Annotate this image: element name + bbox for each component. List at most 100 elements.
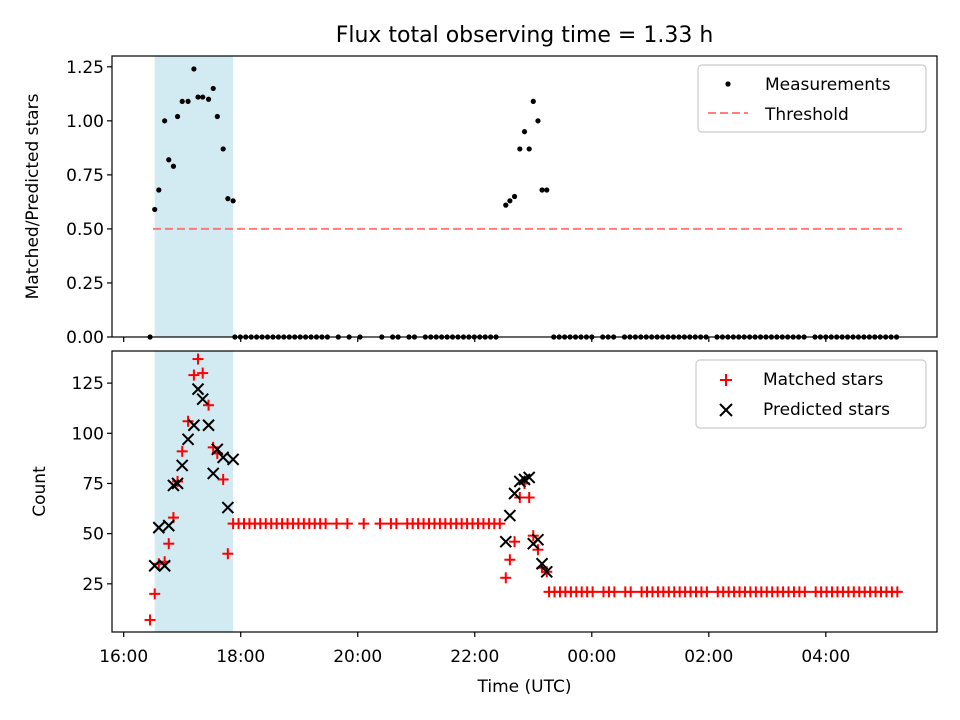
matched-star-point xyxy=(608,586,620,598)
predicted-star-point xyxy=(158,559,171,572)
top-panel: 0.00 0.25 0.50 0.75 1.00 1.25 Matched/Predict… xyxy=(23,55,938,348)
matched-star-point xyxy=(149,588,161,600)
top-ytick-label: 0.00 xyxy=(66,328,104,348)
predicted-star-point xyxy=(508,487,521,500)
measurement-point xyxy=(205,96,212,102)
top-ytick-label: 0.25 xyxy=(66,274,104,294)
matched-star-point xyxy=(192,353,204,365)
measurement-point xyxy=(225,196,231,202)
predicted-star-point xyxy=(187,419,201,432)
bottom-ytick-label: 50 xyxy=(82,525,104,545)
measurement-point xyxy=(210,85,216,92)
predicted-star-point xyxy=(531,533,545,546)
xtick-label: 20:00 xyxy=(333,647,382,667)
matched-star-point xyxy=(374,518,386,530)
bottom-ytick-label: 25 xyxy=(82,575,104,595)
predicted-star-point xyxy=(202,419,215,432)
bottom-axes-frame xyxy=(111,350,938,633)
measurement-point xyxy=(535,118,541,124)
matched-star-point xyxy=(625,586,637,598)
bottom-shaded-interval xyxy=(154,351,234,632)
measurement-point xyxy=(230,198,236,204)
bottom-ytick-label: 75 xyxy=(82,474,104,494)
chart-title: Flux total observing time = 1.33 h xyxy=(336,23,714,48)
measurement-point xyxy=(521,129,528,135)
top-y-ticks: 0.00 0.25 0.50 0.75 1.00 1.25 xyxy=(66,58,112,348)
bottom-legend-frame xyxy=(695,359,927,429)
top-axes-frame xyxy=(111,55,938,338)
measurement-point xyxy=(200,94,206,100)
matched-star-point xyxy=(188,369,200,381)
matched-star-point xyxy=(331,518,343,530)
measurement-point xyxy=(162,118,168,124)
predicted-stars-series xyxy=(148,382,553,578)
legend-measurements-label: Measurements xyxy=(765,75,891,95)
predicted-star-point xyxy=(181,433,195,446)
matched-star-point xyxy=(587,586,599,598)
legend-predicted-label: Predicted stars xyxy=(763,400,890,420)
bottom-x-ticks: 16:00 18:00 20:00 22:00 00:00 02:00 04:00 xyxy=(99,632,850,667)
legend-threshold-label: Threshold xyxy=(764,105,849,125)
top-x-ticks xyxy=(123,337,827,342)
matched-star-point xyxy=(144,614,156,626)
measurement-point xyxy=(191,66,197,72)
predicted-star-point xyxy=(191,382,205,396)
matched-star-point xyxy=(182,415,194,427)
predicted-star-point xyxy=(499,535,512,548)
legend-matched-label: Matched stars xyxy=(763,370,883,390)
xtick-label: 16:00 xyxy=(99,647,148,667)
top-ytick-label: 1.25 xyxy=(66,58,104,78)
legend-measurements-marker xyxy=(725,81,731,87)
measurement-point xyxy=(152,206,158,213)
xtick-label: 04:00 xyxy=(801,647,850,667)
top-ytick-label: 0.50 xyxy=(66,220,104,240)
top-shaded-interval xyxy=(154,56,234,337)
matched-star-point xyxy=(203,399,215,411)
measurement-point xyxy=(544,187,550,193)
matched-star-point xyxy=(390,518,402,530)
measurement-point xyxy=(530,98,536,104)
predicted-star-point xyxy=(221,501,235,514)
bottom-y-axis-label: Count xyxy=(30,466,50,517)
predicted-star-point xyxy=(171,477,184,490)
measurement-point xyxy=(526,146,532,152)
predicted-star-point xyxy=(162,519,175,532)
measurement-point xyxy=(170,163,177,169)
predicted-star-point xyxy=(148,559,161,572)
measurement-point xyxy=(507,198,513,204)
predicted-star-point xyxy=(535,557,549,570)
bottom-ytick-label: 125 xyxy=(72,374,104,394)
matched-star-point xyxy=(504,554,516,566)
matched-star-point xyxy=(523,492,535,504)
matched-star-point xyxy=(163,538,175,550)
measurement-point xyxy=(503,202,509,208)
legend-predicted-marker xyxy=(719,403,733,417)
matched-star-point xyxy=(509,536,521,548)
predicted-star-point xyxy=(503,509,517,522)
matched-star-point xyxy=(217,473,229,485)
bottom-shade-rect xyxy=(154,351,234,632)
top-ytick-label: 0.75 xyxy=(66,166,104,186)
top-ytick-label: 1.00 xyxy=(66,112,104,132)
matched-star-point xyxy=(320,518,332,530)
predicted-star-point xyxy=(207,467,220,480)
measurement-point xyxy=(517,146,523,152)
top-legend: Measurements Threshold xyxy=(697,64,927,133)
predicted-star-point xyxy=(216,451,230,464)
matched-star-point xyxy=(500,572,512,584)
x-axis-label: Time (UTC) xyxy=(477,677,572,697)
matched-star-point xyxy=(222,548,234,560)
predicted-star-point xyxy=(196,392,209,406)
top-y-axis-label: Matched/Predicted stars xyxy=(23,93,43,299)
predicted-star-point xyxy=(540,565,553,578)
measurement-point xyxy=(185,98,191,104)
bottom-y-ticks: 25 50 75 100 125 xyxy=(72,374,112,595)
bottom-legend: Matched stars Predicted stars xyxy=(695,359,927,429)
measurement-point xyxy=(539,187,545,193)
top-legend-frame xyxy=(697,64,927,133)
measurement-point xyxy=(220,146,226,152)
predicted-star-point xyxy=(211,443,224,456)
matched-star-point xyxy=(197,367,209,379)
matched-star-point xyxy=(176,445,188,457)
